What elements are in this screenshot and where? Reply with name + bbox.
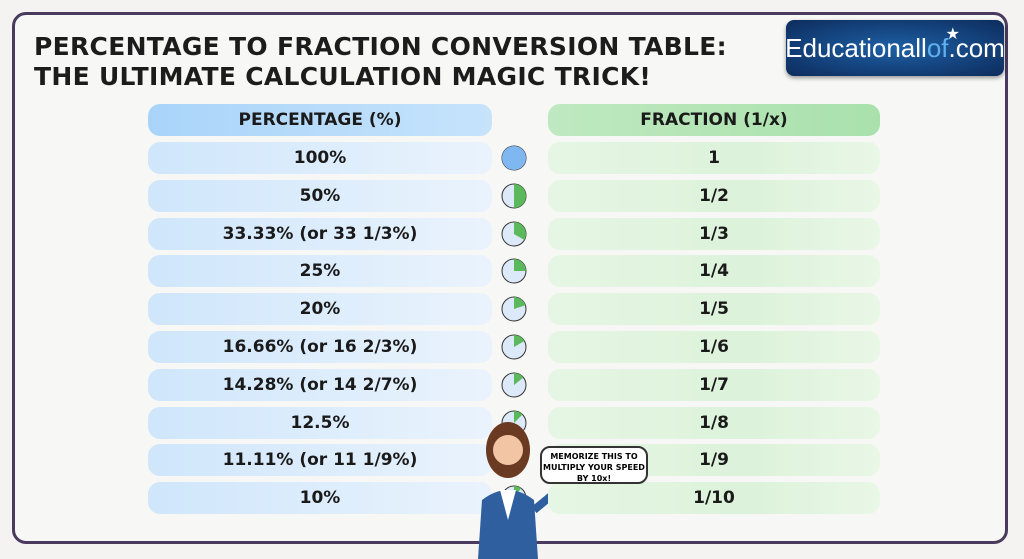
percentage-cell: 14.28% (or 14 2/7%) [148,368,492,401]
logo-suffix: .com [948,32,1005,63]
star-icon: ★ [945,26,960,43]
percentage-cell: 16.66% (or 16 2/3%) [148,331,492,363]
header-fraction: FRACTION (1/x) [548,104,880,136]
fraction-cell: 1/7 [548,368,880,401]
fraction-cell: 1/2 [548,179,880,212]
fraction-cell: 1/8 [548,406,880,439]
percentage-cell: 33.33% (or 33 1/3%) [148,217,492,250]
pie-icon [501,221,527,247]
logo-accent: of [926,32,949,63]
percentage-cell: 11.11% (or 11 1/9%) [148,444,492,477]
fraction-cell: 1/3 [548,217,880,250]
percentage-cell: 50% [148,179,492,212]
header-percentage: PERCENTAGE (%) [148,104,492,136]
teacher-illustration [478,422,548,559]
pie-icon [501,145,527,171]
percentage-cell: 10% [148,482,492,515]
fraction-cell: 1/4 [548,255,880,288]
logo-main: Educationall [785,32,927,63]
pie-icon [501,334,527,360]
page-title: PERCENTAGE TO FRACTION CONVERSION TABLE:… [34,32,727,92]
title-line-1: PERCENTAGE TO FRACTION CONVERSION TABLE: [34,32,727,61]
pie-icon [501,372,527,398]
pie-icon [501,296,527,322]
percentage-cell: 100% [148,142,492,174]
logo: ★ Educationall of .com [785,20,1005,76]
percentage-cell: 25% [148,255,492,288]
percentage-cell: 20% [148,293,492,326]
percentage-cell: 12.5% [148,406,492,439]
title-line-2: THE ULTIMATE CALCULATION MAGIC TRICK! [34,62,652,91]
fraction-cell: 1 [548,142,880,174]
pie-icon [501,183,527,209]
fraction-cell: 1/10 [548,482,880,515]
speech-bubble: MEMORIZE THIS TO MULTIPLY YOUR SPEED BY … [540,446,648,484]
pie-icon [501,258,527,284]
fraction-cell: 1/5 [548,293,880,326]
fraction-cell: 1/6 [548,331,880,363]
